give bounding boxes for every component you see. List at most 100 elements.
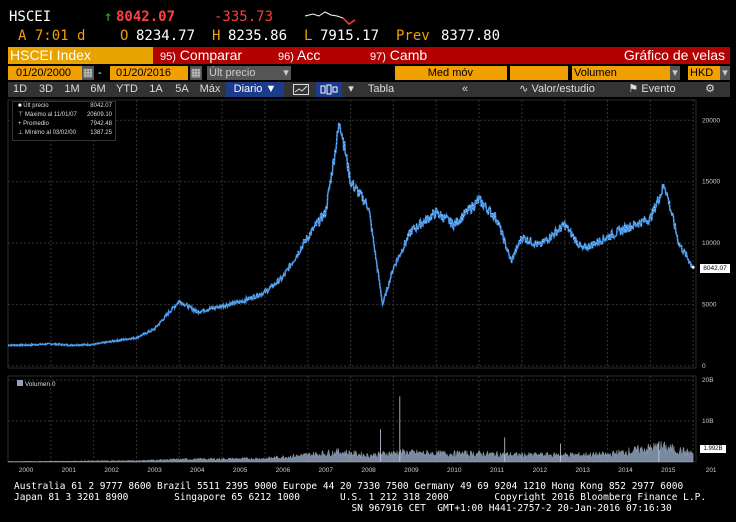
calendar-icon[interactable]: ▦ xyxy=(190,66,202,80)
scroll-left-icon[interactable]: « xyxy=(461,83,469,95)
chart-type-title: Gráfico de velas xyxy=(623,47,725,63)
chevron-down-icon[interactable]: ▾ xyxy=(720,66,730,80)
valor-estudio-label: Valor/estudio xyxy=(531,83,595,95)
acc-label: Acc xyxy=(297,47,321,63)
tab-compare[interactable]: 95) Comparar xyxy=(160,47,260,64)
legend-row-min: ⊥ Mínimo al 03/02/00 1387.25 xyxy=(18,130,112,136)
volume-legend: Volumen 0 xyxy=(17,380,56,388)
acc-number: 96) xyxy=(278,51,294,63)
open-value: 8234.77 xyxy=(136,28,196,44)
function-bar xyxy=(8,47,730,64)
last-price-tag: 8042.07 xyxy=(700,264,730,273)
legend-label: Mínimo al 03/02/00 xyxy=(24,130,76,136)
tab-acc[interactable]: 96) Acc xyxy=(278,47,348,64)
tab-camb[interactable]: 97) Camb xyxy=(370,47,450,64)
price-series-line xyxy=(7,122,694,348)
x-tick-label: 2013 xyxy=(575,467,590,474)
tab-index[interactable]: HSCEI Index xyxy=(8,47,153,64)
ma-extra-field[interactable] xyxy=(510,66,568,80)
price-tick-label: 15000 xyxy=(702,179,720,186)
table-button[interactable]: Tabla xyxy=(367,83,395,95)
x-tick-label: 2005 xyxy=(233,467,248,474)
chart-legend: ■ Últ precio 8042.07 ⊤ Máximo al 11/01/07… xyxy=(12,101,116,141)
volume-plot-area xyxy=(7,375,697,463)
currency-select[interactable]: HKD xyxy=(688,66,720,80)
range-5a[interactable]: 5A xyxy=(175,83,189,95)
price-tick-label: 20000 xyxy=(702,117,720,124)
legend-value: 20609.10 xyxy=(86,112,112,118)
x-tick-label: 2015 xyxy=(661,467,676,474)
chart-style-icon[interactable] xyxy=(316,82,342,97)
price-series-highlight xyxy=(7,122,694,347)
high-value: 8235.86 xyxy=(228,28,288,44)
wave-icon: ∿ xyxy=(519,83,529,95)
moving-average-field[interactable]: Med móv xyxy=(395,66,507,80)
x-tick-label: 2012 xyxy=(533,467,548,474)
volume-tick-label: 10B xyxy=(702,418,714,425)
quote-time: A 7:01 d xyxy=(18,28,86,44)
period-select[interactable]: Diario ▼ xyxy=(226,82,284,97)
valor-estudio-button[interactable]: ∿ Valor/estudio xyxy=(505,82,609,97)
flag-icon: ⚑ xyxy=(628,83,639,95)
index-label: HSCEI Index xyxy=(10,47,91,63)
prev-label: Prev xyxy=(396,28,430,44)
chevron-down-icon[interactable]: ▾ xyxy=(670,66,680,80)
chevron-down-icon[interactable]: ▾ xyxy=(281,66,291,80)
line-chart-icon[interactable] xyxy=(290,82,312,97)
price-field-select[interactable]: Últ precio xyxy=(207,66,281,80)
legend-value: 8042.07 xyxy=(90,103,112,109)
start-date-field[interactable]: 01/20/2000 xyxy=(8,66,88,80)
chevron-down-icon[interactable]: ▾ xyxy=(348,83,354,95)
x-tick-label: 2003 xyxy=(147,467,162,474)
low-label: L xyxy=(304,28,313,44)
legend-row-last: ■ Últ precio 8042.07 xyxy=(18,103,112,109)
range-6m[interactable]: 6M xyxy=(90,83,106,95)
x-tick-label: 2000 xyxy=(19,467,34,474)
calendar-icon[interactable]: ▦ xyxy=(82,66,94,80)
volume-tick-label: 20B xyxy=(702,377,714,384)
legend-row-avg: + Promedio 7942.48 xyxy=(18,121,112,127)
legend-label: Últ precio xyxy=(23,103,49,109)
price-tick-label: 10000 xyxy=(702,240,720,247)
volume-select[interactable]: Volumen xyxy=(572,66,670,80)
legend-value: 7942.48 xyxy=(90,121,112,127)
range-1d[interactable]: 1D xyxy=(12,83,28,95)
x-tick-label: 2004 xyxy=(190,467,205,474)
x-tick-label: 2008 xyxy=(361,467,376,474)
range-1m[interactable]: 1M xyxy=(64,83,80,95)
last-volume-tag: 1.992B xyxy=(700,445,726,453)
legend-label: Máximo al 11/01/07 xyxy=(24,112,77,118)
price-tick-label: 5000 xyxy=(702,302,717,309)
prev-value: 8377.80 xyxy=(441,28,501,44)
high-label: H xyxy=(212,28,221,44)
volume-series-area xyxy=(7,441,694,463)
x-tick-label: 2006 xyxy=(276,467,291,474)
range-1a[interactable]: 1A xyxy=(149,83,163,95)
volume-legend-swatch xyxy=(17,380,23,386)
end-date-field[interactable]: 01/20/2016 xyxy=(110,66,188,80)
compare-label: Comparar xyxy=(179,47,243,63)
last-price: 8042.07 xyxy=(116,9,176,25)
price-tick-label: 0 xyxy=(702,363,706,370)
evento-label: Evento xyxy=(641,83,676,95)
evento-button[interactable]: ⚑ Evento xyxy=(616,82,688,97)
x-tick-label: 201 xyxy=(706,467,717,474)
up-arrow-icon: ↑ xyxy=(104,9,113,25)
net-change: -335.73 xyxy=(214,9,274,25)
legend-row-max: ⊤ Máximo al 11/01/07 20609.10 xyxy=(18,112,112,118)
legend-label: Promedio xyxy=(23,121,49,127)
x-tick-label: 2011 xyxy=(490,467,504,474)
compare-number: 95) xyxy=(160,51,176,63)
open-label: O xyxy=(120,28,129,44)
gear-icon[interactable]: ⚙ xyxy=(705,83,715,95)
range-ytd[interactable]: YTD xyxy=(116,83,138,95)
volume-legend-label: Volumen 0 xyxy=(24,381,56,388)
moving-average-label: Med móv xyxy=(427,67,473,79)
x-tick-label: 2014 xyxy=(618,467,633,474)
date-separator: - xyxy=(98,67,102,79)
range-max[interactable]: Máx xyxy=(199,83,221,95)
range-3d[interactable]: 3D xyxy=(38,83,54,95)
footer-line-3: SN 967916 CET GMT+1:00 H441-2757-2 20-Ja… xyxy=(14,503,672,514)
legend-value: 1387.25 xyxy=(90,130,112,136)
chart-toolbar xyxy=(8,82,730,97)
